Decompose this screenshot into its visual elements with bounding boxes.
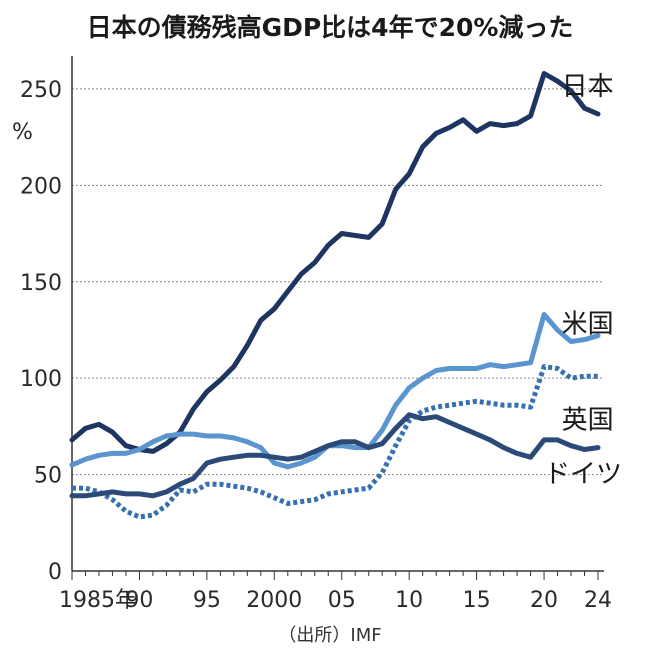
x-tick-label-05: 05: [328, 588, 356, 613]
series-label-japan: 日本: [562, 72, 614, 102]
series-label-uk: 英国: [562, 406, 614, 436]
x-tick-label-95: 95: [193, 588, 221, 613]
x-tick-label-15: 15: [463, 588, 491, 613]
series-lines: [69, 71, 601, 520]
x-tick-label-24: 24: [584, 588, 612, 613]
axes: [71, 56, 604, 572]
series-line-uk: [72, 364, 598, 520]
series-line-japan: [69, 71, 601, 454]
x-tick-label-90: 90: [125, 588, 153, 613]
y-tick-label-150: 150: [20, 271, 62, 296]
y-tick-label-100: 100: [20, 367, 62, 392]
chart-title: 日本の債務残高GDP比は4年で20%減った: [87, 13, 574, 42]
grid-lines: [72, 88, 604, 476]
series-label-germany: ドイツ: [544, 460, 622, 490]
series-line-germany: [69, 412, 601, 499]
source-note: （出所）IMF: [278, 625, 381, 646]
y-tick-label-200: 200: [20, 174, 62, 199]
y-tick-label-50: 50: [34, 464, 62, 489]
y-tick-label-0: 0: [48, 560, 62, 585]
y-axis-unit: %: [12, 120, 33, 145]
x-tick-label-2000: 2000: [246, 588, 302, 613]
x-tick-label-20: 20: [530, 588, 558, 613]
y-tick-label-250: 250: [20, 78, 62, 103]
x-tick-label-10: 10: [395, 588, 423, 613]
series-label-us: 米国: [562, 309, 614, 339]
y-axis-ticks: 0 50 100 150 200 250: [20, 78, 62, 585]
x-tick-label-1985年: 1985年: [59, 588, 137, 613]
